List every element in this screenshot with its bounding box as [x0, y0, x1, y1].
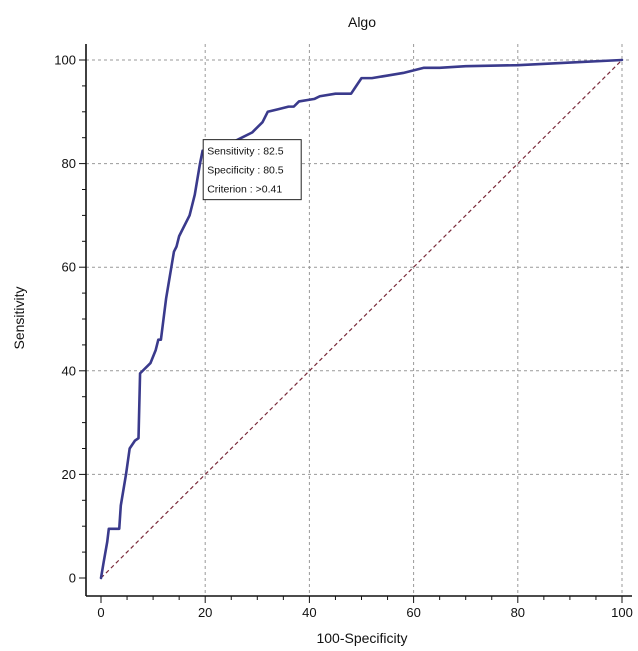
- x-tick-label: 100: [611, 605, 633, 620]
- y-axis-title: Sensitivity: [11, 286, 27, 349]
- y-tick-label: 0: [69, 571, 76, 586]
- roc-series-line: [99, 58, 624, 580]
- x-tick-label: 40: [302, 605, 316, 620]
- reference-line: [100, 59, 623, 579]
- roc-curve: [99, 58, 624, 580]
- y-tick-label: 60: [62, 260, 76, 275]
- criterion-annotation: Sensitivity : 82.5 Specificity : 80.5 Crit…: [202, 139, 302, 201]
- x-tick-label: 80: [511, 605, 525, 620]
- grid: [86, 44, 632, 596]
- annotation-line: Criterion : >0.41: [207, 184, 282, 196]
- annotation-line: Specificity : 80.5: [207, 165, 284, 177]
- annotation-box: [202, 139, 302, 201]
- y-tick-label: 100: [54, 53, 76, 68]
- x-tick-label: 60: [406, 605, 420, 620]
- reference-diagonal-line: [100, 59, 623, 579]
- x-tick-label: 0: [97, 605, 104, 620]
- chart-title: Algo: [348, 14, 376, 30]
- y-tick-label: 20: [62, 467, 76, 482]
- y-tick-label: 80: [62, 156, 76, 171]
- annotation-line: Sensitivity : 82.5: [207, 146, 284, 158]
- x-tick-label: 20: [198, 605, 212, 620]
- x-axis-title: 100-Specificity: [316, 630, 407, 646]
- y-tick-label: 40: [62, 363, 76, 378]
- axes: 0 20 40 60 80 100 0 20 40 60 80 100: [54, 44, 633, 620]
